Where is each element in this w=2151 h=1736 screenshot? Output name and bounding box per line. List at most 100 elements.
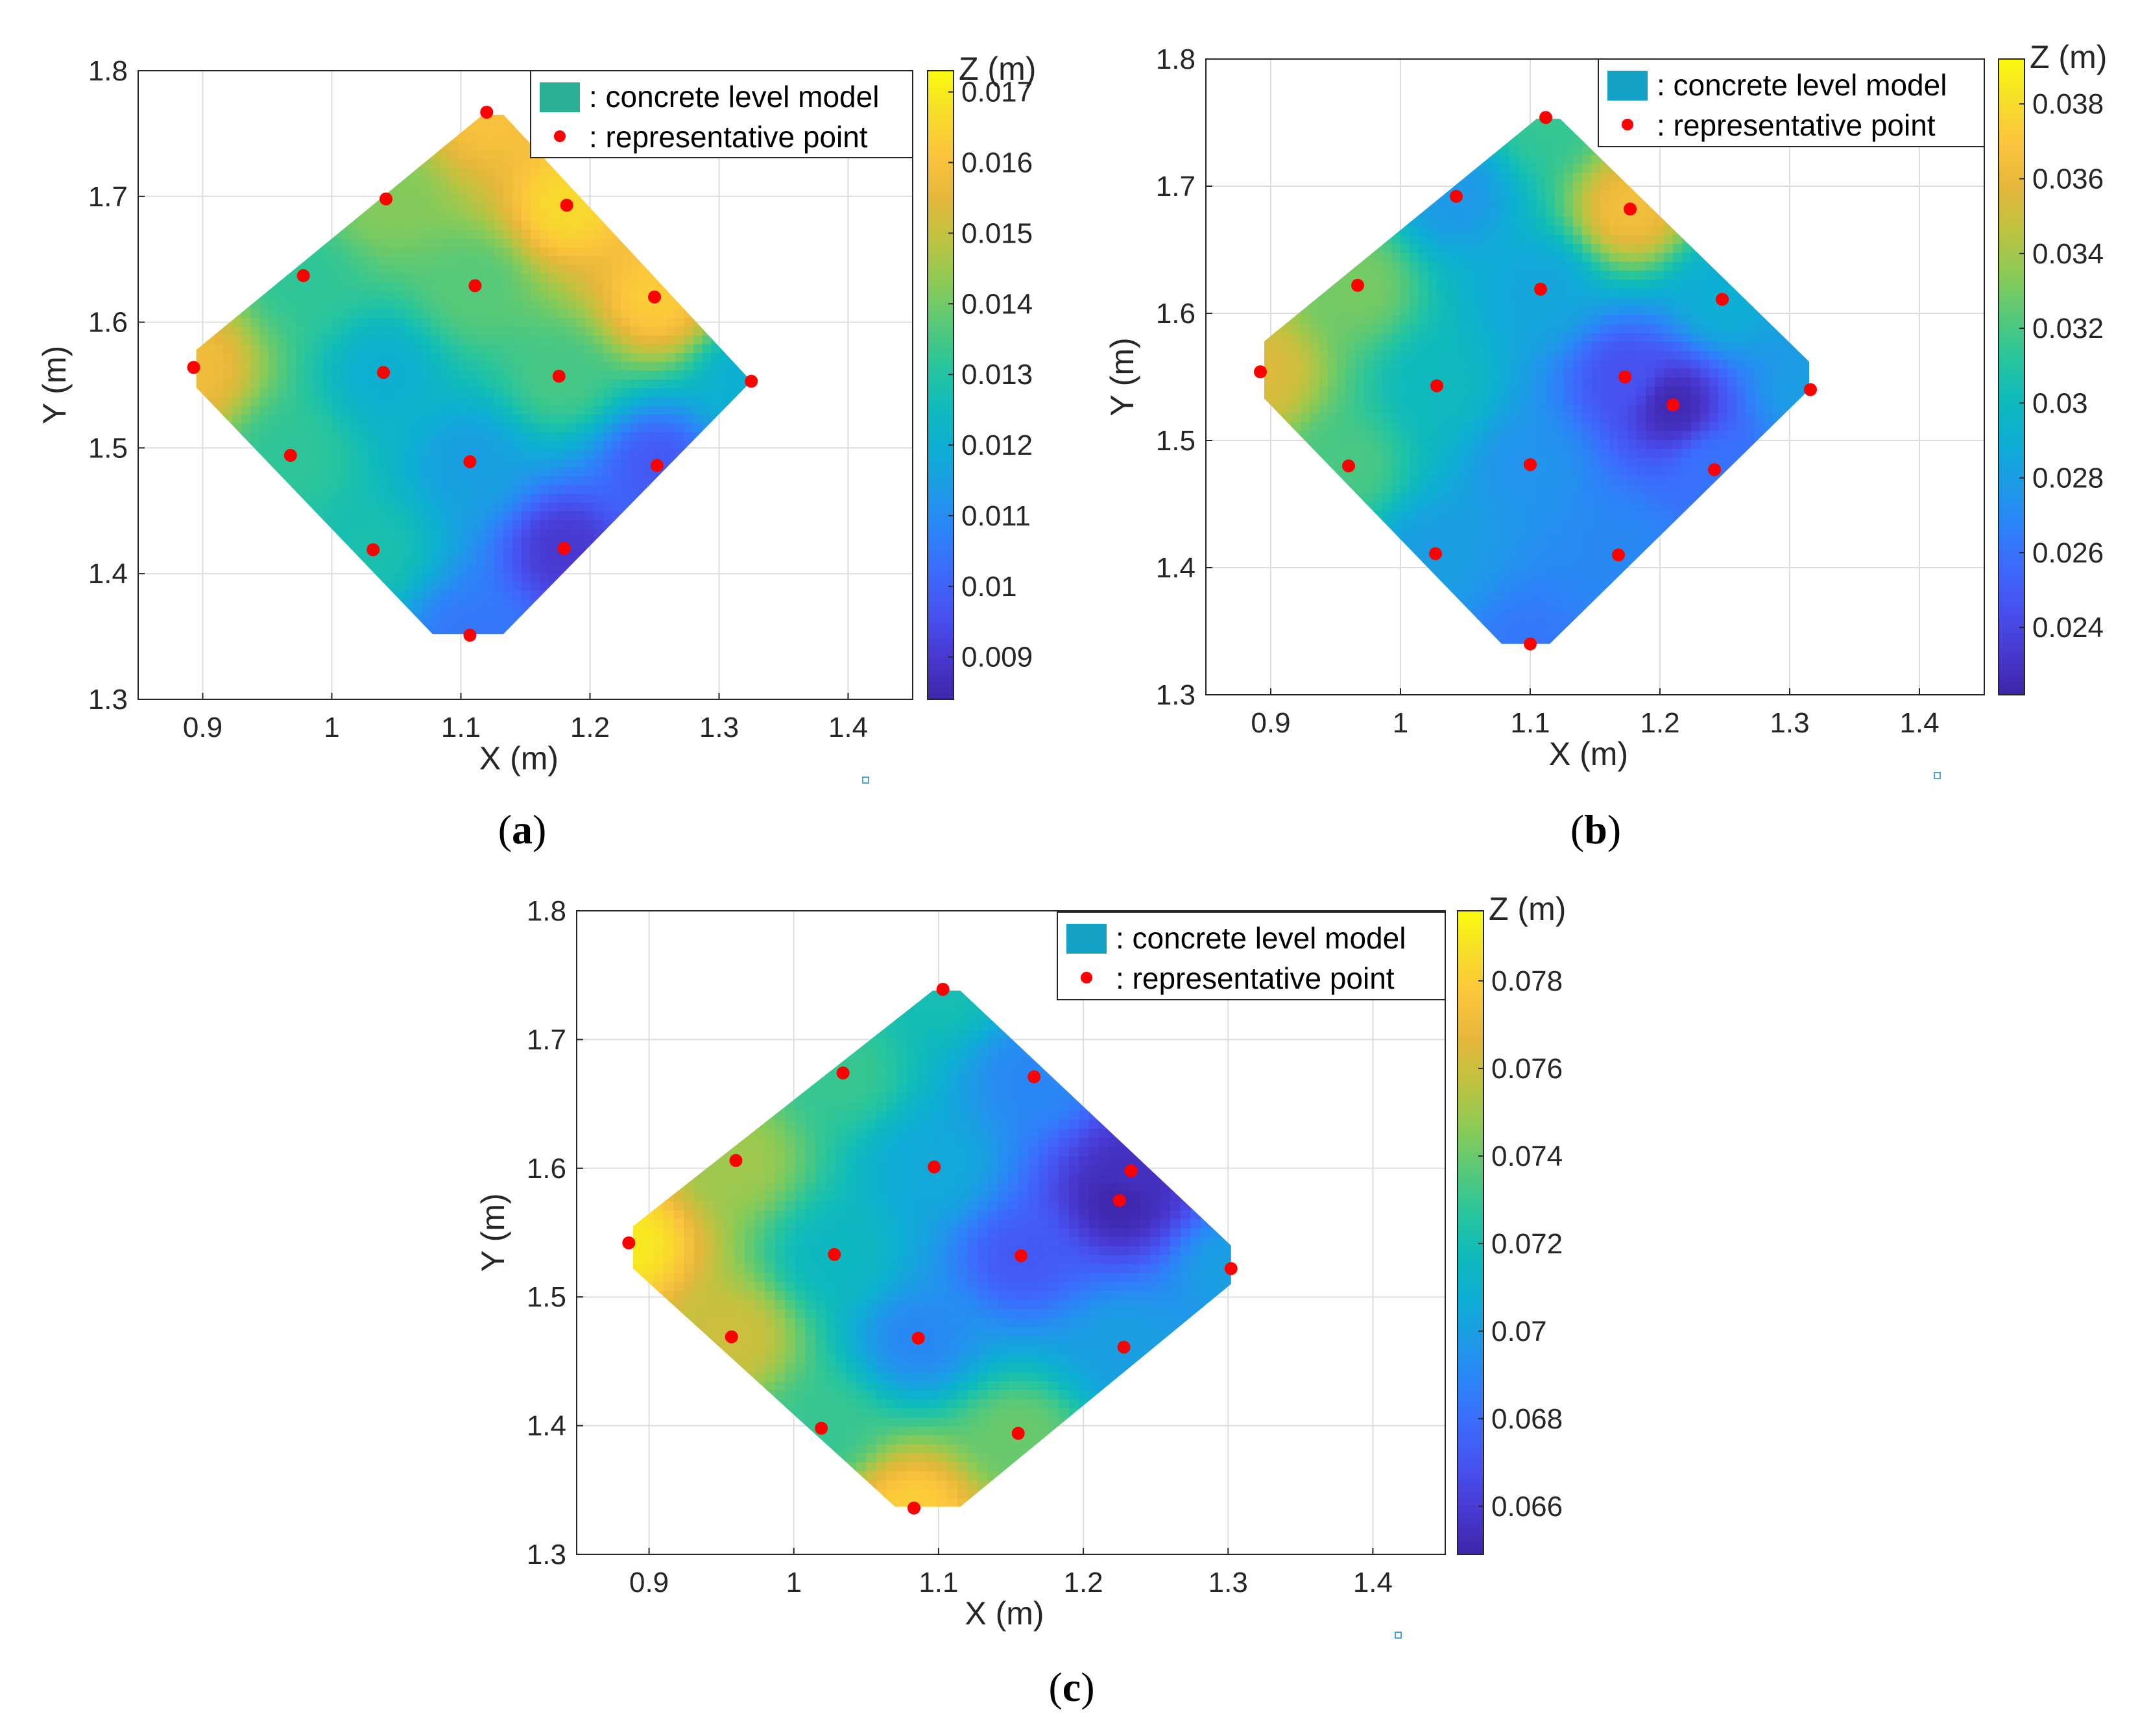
surface-cell — [331, 457, 342, 468]
surface-cell — [449, 572, 459, 582]
surface-cell — [594, 422, 604, 433]
surface-cell — [1419, 501, 1428, 511]
surface-cell — [693, 334, 703, 344]
surface-cell — [331, 501, 342, 512]
surface-cell — [584, 326, 595, 335]
surface-cell — [512, 150, 523, 160]
surface-cell — [322, 317, 333, 327]
surface-cell — [1292, 385, 1301, 396]
surface-cell — [440, 431, 450, 441]
surface-cell — [1419, 296, 1428, 307]
surface-cell — [413, 457, 423, 468]
surface-cell — [530, 273, 540, 283]
surface-cell — [214, 378, 224, 389]
surface-cell — [196, 378, 206, 389]
surface-cell — [476, 123, 487, 133]
surface-cell — [675, 343, 685, 354]
surface-cell — [675, 422, 685, 433]
surface-cell — [666, 422, 676, 433]
surface-cell — [431, 202, 441, 213]
surface-cell — [449, 598, 459, 609]
surface-cell — [1382, 404, 1392, 413]
surface-cell — [594, 361, 604, 371]
surface-cell — [1319, 394, 1328, 405]
surface-cell — [512, 501, 523, 512]
surface-cell — [359, 282, 369, 292]
surface-cell — [476, 466, 487, 477]
surface-cell — [1400, 466, 1410, 476]
surface-cell — [304, 352, 315, 362]
surface-cell — [449, 555, 459, 564]
surface-cell — [313, 352, 324, 362]
surface-cell — [666, 352, 676, 362]
surface-cell — [522, 308, 531, 318]
surface-cell — [449, 405, 459, 415]
surface-cell — [449, 501, 459, 512]
surface-cell — [503, 370, 514, 380]
y-tick-label: 1.7 — [88, 181, 128, 213]
surface-cell — [1382, 368, 1392, 378]
surface-cell — [512, 440, 523, 450]
surface-cell — [684, 405, 694, 415]
surface-cell — [268, 291, 278, 300]
surface-cell — [440, 193, 450, 204]
surface-cell — [656, 431, 667, 441]
surface-cell — [1428, 323, 1437, 333]
surface-cell — [503, 449, 514, 459]
surface-cell — [431, 211, 441, 221]
surface-cell — [395, 484, 405, 494]
surface-cell — [241, 326, 252, 335]
surface-cell — [711, 370, 721, 380]
surface-cell — [322, 476, 333, 485]
surface-cell — [449, 519, 459, 529]
surface-cell — [377, 273, 387, 283]
surface-cell — [449, 247, 459, 256]
surface-cell — [575, 501, 586, 512]
surface-cell — [621, 317, 631, 327]
surface-cell — [702, 414, 712, 424]
surface-cell — [530, 343, 540, 354]
surface-cell — [395, 466, 405, 477]
surface-cell — [458, 132, 468, 142]
surface-cell — [693, 414, 703, 424]
surface-cell — [512, 167, 523, 177]
surface-cell — [539, 361, 549, 371]
surface-cell — [1410, 261, 1419, 271]
surface-cell — [639, 370, 649, 380]
surface-cell — [1328, 404, 1338, 413]
surface-cell — [1400, 492, 1410, 503]
surface-cell — [467, 405, 477, 415]
surface-cell — [1346, 332, 1356, 343]
surface-cell — [548, 405, 559, 415]
surface-cell — [458, 220, 468, 230]
surface-cell — [530, 563, 540, 573]
surface-cell — [377, 405, 387, 415]
surface-cell — [386, 317, 396, 327]
surface-cell — [711, 361, 721, 371]
representative-point — [745, 374, 758, 388]
surface-cell — [557, 317, 568, 327]
surface-cell — [1437, 536, 1447, 547]
surface-cell — [458, 361, 468, 371]
surface-cell — [548, 220, 559, 230]
surface-cell — [612, 493, 622, 503]
surface-cell — [313, 484, 324, 494]
surface-cell — [575, 493, 586, 503]
surface-cell — [368, 387, 378, 397]
surface-cell — [341, 414, 351, 424]
surface-cell — [422, 396, 432, 406]
surface-cell — [630, 317, 640, 327]
surface-cell — [440, 150, 450, 160]
surface-cell — [368, 378, 378, 389]
surface-cell — [557, 511, 568, 520]
surface-cell — [286, 387, 296, 397]
surface-cell — [503, 536, 514, 547]
surface-cell — [413, 414, 423, 424]
surface-cell — [449, 361, 459, 371]
surface-cell — [350, 476, 360, 485]
surface-cell — [395, 317, 405, 327]
surface-cell — [440, 378, 450, 389]
surface-cell — [584, 291, 595, 300]
surface-cell — [413, 563, 423, 573]
surface-cell — [395, 449, 405, 459]
